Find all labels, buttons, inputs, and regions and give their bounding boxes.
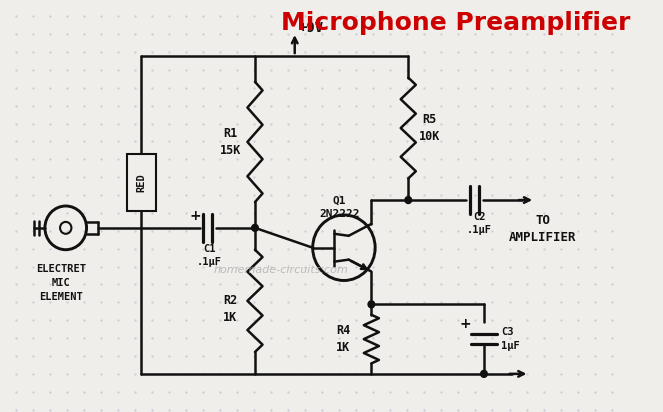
Text: +: + (190, 209, 201, 223)
Text: ELECTRET
MIC
ELEMENT: ELECTRET MIC ELEMENT (36, 264, 86, 302)
Text: R1
15K: R1 15K (219, 127, 241, 157)
Text: RED: RED (137, 173, 147, 192)
Circle shape (405, 197, 412, 204)
Circle shape (368, 301, 375, 308)
Text: Microphone Preamplifier: Microphone Preamplifier (281, 11, 631, 35)
Text: R2
1K: R2 1K (223, 294, 237, 324)
Text: +9V: +9V (394, 12, 424, 26)
Circle shape (252, 225, 259, 231)
Text: C3
1μF: C3 1μF (501, 328, 520, 351)
Text: +: + (459, 317, 471, 331)
Circle shape (481, 370, 487, 377)
Text: homemade-circuits.com: homemade-circuits.com (213, 265, 348, 274)
Text: +9V: +9V (298, 21, 324, 35)
FancyBboxPatch shape (127, 154, 156, 211)
Text: R5
10K: R5 10K (418, 113, 440, 143)
Text: TO
AMPLIFIER: TO AMPLIFIER (509, 214, 576, 244)
Text: R4
1K: R4 1K (336, 324, 350, 354)
Text: Q1
2N2222: Q1 2N2222 (319, 196, 359, 219)
Text: C2
.1μF: C2 .1μF (467, 212, 492, 235)
Text: C1
.1μF: C1 .1μF (197, 244, 222, 267)
